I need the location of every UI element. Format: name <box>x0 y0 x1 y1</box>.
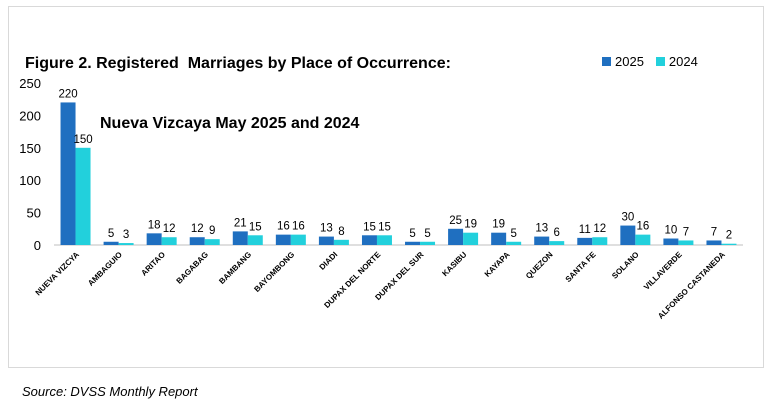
bar-2025 <box>620 225 636 245</box>
x-tick-label: ARITAO <box>139 250 167 278</box>
x-tick-label: AMBAGUIO <box>86 250 124 288</box>
bar-2025 <box>103 241 119 245</box>
data-label-2025: 5 <box>108 228 114 240</box>
data-label-2024: 150 <box>73 134 92 146</box>
legend-swatch-2025 <box>602 57 611 66</box>
data-label-2024: 5 <box>510 228 516 240</box>
x-tick-label: SANTA FE <box>564 250 598 284</box>
data-label-2024: 16 <box>292 221 305 233</box>
x-tick-label: VILLAVERDE <box>642 250 684 292</box>
x-tick-label: BAGABAG <box>175 250 211 286</box>
chart-frame <box>8 6 764 368</box>
bar-2024 <box>635 234 651 245</box>
y-tick-label: 200 <box>19 108 41 123</box>
data-label-2025: 10 <box>665 225 678 237</box>
bar-2024 <box>506 241 522 245</box>
bar-2024 <box>290 234 306 245</box>
x-tick-label: BAYOMBONG <box>252 250 296 294</box>
bar-2024 <box>204 239 220 245</box>
data-label-2024: 8 <box>338 226 344 238</box>
bar-2024 <box>420 241 436 245</box>
chart-title: Figure 2. Registered Marriages by Place … <box>25 14 451 154</box>
y-tick-label: 50 <box>27 206 41 221</box>
data-label-2025: 25 <box>449 215 462 227</box>
legend-swatch-2024 <box>655 57 665 66</box>
bar-2025 <box>146 233 162 245</box>
data-label-2025: 7 <box>711 226 717 238</box>
data-label-2024: 7 <box>683 226 689 238</box>
bar-2025 <box>318 236 334 245</box>
x-tick-label: BAMBANG <box>217 250 253 286</box>
bar-2025 <box>448 228 464 245</box>
bar-2024 <box>161 237 177 245</box>
bar-2024 <box>333 239 349 245</box>
chart-title-line1: Figure 2. Registered Marriages by Place … <box>25 55 451 72</box>
x-tick-label: SOLANO <box>610 250 641 281</box>
data-label-2024: 12 <box>593 223 606 235</box>
x-tick-label: NUEVA VIZCYA <box>34 250 81 297</box>
data-label-2025: 30 <box>621 212 634 224</box>
data-label-2025: 21 <box>234 217 247 229</box>
bar-2024 <box>592 237 608 245</box>
data-label-2024: 16 <box>636 221 649 233</box>
data-label-2025: 220 <box>58 88 77 100</box>
data-label-2024: 5 <box>424 228 430 240</box>
chart-title-line2: Nueva Vizcaya May 2025 and 2024 <box>100 115 360 132</box>
bar-2024 <box>247 235 263 245</box>
bar-2025 <box>405 241 421 245</box>
data-label-2024: 15 <box>249 221 262 233</box>
bar-2024 <box>463 232 479 245</box>
data-label-2024: 19 <box>464 219 477 231</box>
bar-2025 <box>60 102 76 245</box>
bar-2024 <box>118 243 134 245</box>
data-label-2024: 15 <box>378 221 391 233</box>
bar-2025 <box>361 235 377 245</box>
bar-2025 <box>706 240 722 245</box>
chart-legend: 2025 2024 <box>602 54 698 69</box>
bar-2025 <box>663 238 679 245</box>
bar-2025 <box>491 232 507 245</box>
source-note: Source: DVSS Monthly Report <box>22 384 198 399</box>
x-tick-label: KASIBU <box>440 250 468 278</box>
y-tick-label: 250 <box>19 76 41 91</box>
data-label-2025: 12 <box>191 223 204 235</box>
legend-label-2025: 2025 <box>615 54 644 69</box>
y-tick-label: 150 <box>19 141 41 156</box>
data-label-2024: 12 <box>163 223 176 235</box>
x-tick-label: QUEZON <box>524 250 555 281</box>
bar-2024 <box>678 240 694 245</box>
data-label-2024: 9 <box>209 225 215 237</box>
data-label-2025: 18 <box>148 219 161 231</box>
data-label-2024: 2 <box>726 230 732 242</box>
data-label-2025: 13 <box>535 223 548 235</box>
y-tick-label: 0 <box>34 238 41 253</box>
bar-2024 <box>75 147 91 245</box>
bar-2024 <box>721 243 737 245</box>
bar-2025 <box>232 231 248 245</box>
x-tick-label: KAYAPA <box>483 250 512 279</box>
x-tick-label: DIADI <box>318 250 340 272</box>
bar-2025 <box>577 237 593 245</box>
bar-2025 <box>189 237 205 245</box>
data-label-2025: 5 <box>409 228 415 240</box>
data-label-2025: 15 <box>363 221 376 233</box>
x-tick-label: DUPAX DEL SUR <box>373 250 425 302</box>
data-label-2025: 11 <box>579 224 591 236</box>
data-label-2025: 13 <box>320 223 333 235</box>
legend-label-2024: 2024 <box>668 54 698 69</box>
bar-2024 <box>376 235 392 245</box>
bar-2024 <box>549 241 565 245</box>
data-label-2025: 16 <box>277 221 290 233</box>
data-label-2024: 3 <box>123 229 129 241</box>
legend-item-2025: 2025 <box>602 54 644 69</box>
bar-2025 <box>534 236 550 245</box>
data-label-2024: 6 <box>554 227 560 239</box>
y-tick-label: 100 <box>19 173 41 188</box>
bar-2025 <box>275 234 291 245</box>
legend-item-2024: 2024 <box>655 54 698 69</box>
data-label-2025: 19 <box>492 219 505 231</box>
